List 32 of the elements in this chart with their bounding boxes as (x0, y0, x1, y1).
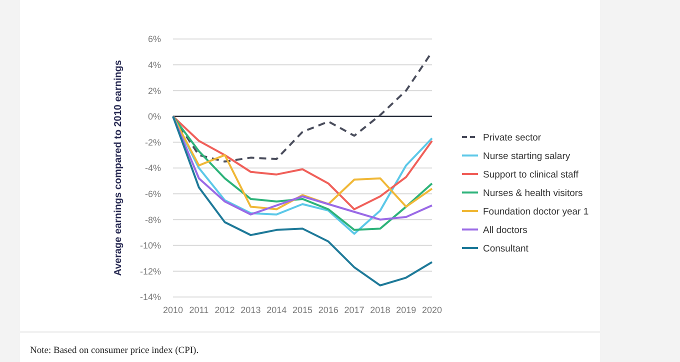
y-tick-label: 4% (148, 60, 161, 70)
legend-label: Private sector (483, 132, 542, 144)
legend-label: Consultant (483, 243, 529, 254)
y-tick-label: 2% (148, 86, 161, 96)
line-series (172, 115, 433, 286)
x-tick-label: 2019 (396, 305, 416, 315)
legend-label: Foundation doctor year 1 (483, 206, 589, 218)
x-tick-label: 2017 (344, 305, 364, 315)
y-tick-label: -4% (144, 163, 161, 174)
x-tick-label: 2014 (266, 305, 287, 315)
x-tick-label: 2018 (370, 305, 390, 315)
x-tick-label: 2013 (240, 305, 261, 315)
legend-label: All doctors (483, 224, 528, 236)
x-tick-label: 2012 (214, 305, 235, 315)
x-tick-label: 2020 (422, 305, 442, 315)
legend-label: Support to clinical staff (483, 169, 579, 180)
y-tick-label: 6% (148, 34, 161, 44)
text: Note: Based on consumer price index (CPI). (30, 346, 199, 356)
y-tick-label: -12% (140, 266, 161, 276)
x-tick-label: 2011 (189, 305, 209, 315)
y-axis-title: Average earnings compared to 2010 earnings (113, 60, 124, 276)
y-tick-label: -14% (140, 292, 161, 302)
y-tick-label: -2% (144, 137, 161, 148)
x-tick-label: 2010 (162, 305, 184, 315)
x-tick-label: 2015 (292, 305, 313, 315)
y-tick-label: -10% (140, 240, 161, 251)
y-tick-label: -6% (144, 188, 161, 199)
x-tick-label: 2016 (318, 305, 338, 315)
legend-label: Nurses & health visitors (483, 188, 584, 199)
y-tick-label: -8% (144, 214, 161, 225)
legend-label: Nurse starting salary (483, 150, 570, 162)
y-tick-label: 0% (148, 112, 161, 122)
